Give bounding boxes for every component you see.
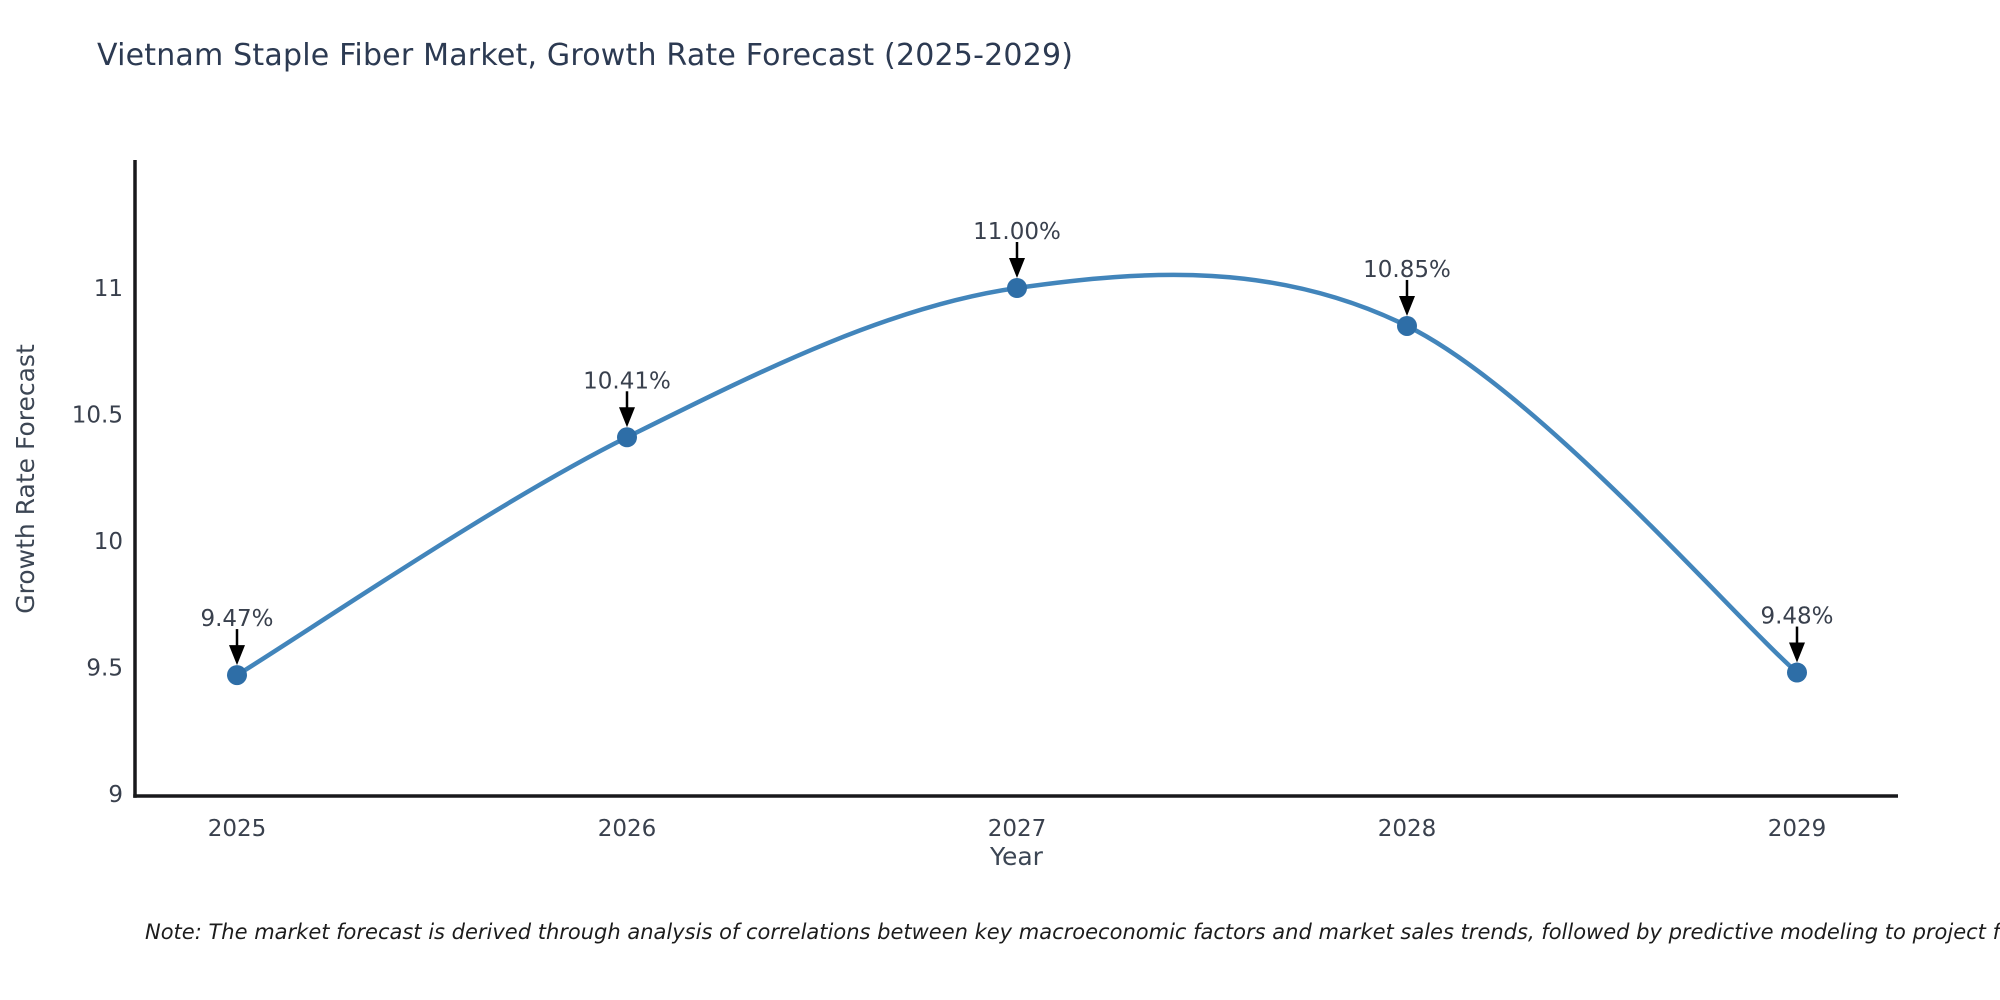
data-point-marker bbox=[1787, 662, 1807, 683]
y-tick-label: 10 bbox=[94, 529, 123, 555]
data-point-label: 9.48% bbox=[1760, 604, 1833, 630]
x-tick-label: 2027 bbox=[988, 816, 1047, 842]
y-tick-label: 10.5 bbox=[72, 403, 123, 429]
data-point-label: 10.41% bbox=[583, 368, 671, 394]
annotation-arrow-head bbox=[619, 407, 635, 428]
x-tick-label: 2026 bbox=[598, 816, 657, 842]
data-point-label: 11.00% bbox=[973, 219, 1061, 245]
forecast-curve bbox=[234, 272, 1800, 678]
data-point-label: 10.85% bbox=[1363, 257, 1451, 283]
y-tick-label: 9.5 bbox=[86, 656, 123, 682]
footnote: Note: The market forecast is derived thr… bbox=[145, 920, 2000, 944]
annotation-arrow-head bbox=[229, 645, 245, 666]
data-point-marker bbox=[1397, 315, 1417, 336]
annotation-arrow-head bbox=[1789, 642, 1805, 663]
x-axis-title: Year bbox=[990, 842, 1043, 871]
data-point-marker bbox=[617, 427, 637, 448]
data-point-marker bbox=[1007, 278, 1027, 298]
y-axis-title: Growth Rate Forecast bbox=[11, 344, 40, 614]
x-tick-label: 2028 bbox=[1378, 816, 1437, 842]
y-tick-label: 11 bbox=[94, 276, 123, 302]
x-tick-label: 2025 bbox=[208, 816, 267, 842]
annotation-arrow-head bbox=[1399, 295, 1415, 316]
x-tick-label: 2029 bbox=[1768, 816, 1827, 842]
y-tick-label: 9 bbox=[108, 782, 123, 808]
data-point-marker bbox=[227, 665, 247, 686]
data-point-label: 9.47% bbox=[200, 606, 273, 632]
annotation-arrow-head bbox=[1009, 258, 1025, 278]
chart-title: Vietnam Staple Fiber Market, Growth Rate… bbox=[97, 38, 1074, 73]
